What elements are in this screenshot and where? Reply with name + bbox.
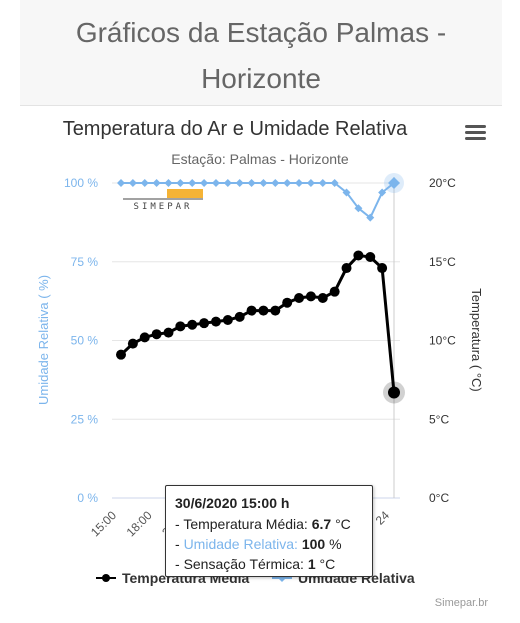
right-tick-label: 5°C (429, 412, 449, 426)
humidity-point[interactable] (152, 179, 161, 187)
temperature-point[interactable] (341, 263, 352, 274)
humidity-point[interactable] (330, 179, 339, 187)
tooltip-feels-value: 1 (307, 556, 316, 572)
humidity-point[interactable] (318, 179, 327, 187)
left-axis-label: Umidade Relativa ( %) (36, 275, 51, 405)
tooltip-temp-unit: °C (335, 516, 351, 532)
tooltip-feels-unit: °C (319, 556, 336, 572)
credits-link[interactable]: Simepar.br (435, 597, 489, 609)
humidity-point[interactable] (388, 177, 400, 189)
tooltip-header: 30/6/2020 15:00 h (175, 495, 290, 511)
temperature-point[interactable] (222, 315, 233, 326)
logo-text: SIMEPAR (134, 202, 193, 212)
chart-title: Temperatura do Ar e Umidade Relativa (63, 118, 408, 140)
right-tick-label: 10°C (429, 334, 456, 348)
humidity-point[interactable] (283, 179, 292, 187)
left-tick-label: 0 % (77, 491, 98, 505)
humidity-point[interactable] (366, 213, 375, 222)
tooltip-hum-unit: % (329, 536, 342, 552)
temperature-point[interactable] (294, 292, 305, 303)
humidity-point[interactable] (200, 179, 209, 187)
temperature-point[interactable] (210, 316, 221, 327)
tooltip-humidity-row: - Umidade Relativa: 100 % (175, 536, 342, 552)
right-tick-label: 20°C (429, 176, 456, 190)
tooltip-temp-value: 6.7 (311, 516, 332, 532)
humidity-point[interactable] (306, 179, 315, 187)
chart-subtitle: Estação: Palmas - Horizonte (171, 151, 349, 167)
left-axis-ticks: 0 % 25 % 50 % 75 % 100 % (64, 176, 98, 505)
temperature-point[interactable] (353, 250, 364, 261)
humidity-point[interactable] (176, 179, 185, 187)
humidity-point[interactable] (271, 179, 280, 187)
right-tick-label: 0°C (429, 491, 449, 505)
grid-lines (112, 182, 400, 499)
humidity-point[interactable] (211, 179, 220, 187)
x-tick-label: 18:00 (124, 508, 155, 539)
tooltip-hum-label: Umidade Relativa: (183, 536, 298, 552)
series-humidity[interactable] (117, 173, 404, 222)
humidity-point[interactable] (354, 204, 363, 213)
temperature-point[interactable] (139, 332, 150, 343)
x-tick-label: 24 (373, 508, 393, 528)
hamburger-menu-icon[interactable] (465, 123, 487, 143)
humidity-point[interactable] (128, 179, 137, 187)
right-tick-label: 15°C (429, 255, 456, 269)
left-tick-label: 100 % (64, 176, 98, 190)
chart-container: Temperatura do Ar e Umidade Relativa Est… (0, 105, 520, 623)
right-axis-ticks: 0°C 5°C 10°C 15°C 20°C (429, 176, 456, 505)
tooltip-temperature-row: - Temperatura Média: 6.7 °C (175, 516, 351, 532)
tooltip: 30/6/2020 15:00 h - Temperatura Média: 6… (165, 485, 373, 577)
temperature-point[interactable] (151, 329, 162, 340)
temperature-point[interactable] (187, 319, 198, 330)
x-tick-label: 15:00 (88, 508, 119, 539)
temperature-point[interactable] (377, 263, 388, 274)
humidity-point[interactable] (342, 188, 351, 197)
humidity-point[interactable] (259, 179, 268, 187)
temperature-point[interactable] (282, 297, 293, 308)
chart-svg: Temperatura do Ar e Umidade Relativa Est… (36, 118, 489, 609)
humidity-line (121, 182, 395, 220)
temperature-point[interactable] (329, 286, 340, 297)
temperature-point[interactable] (365, 252, 376, 263)
temperature-point[interactable] (116, 349, 126, 360)
humidity-point[interactable] (223, 179, 232, 187)
temperature-point[interactable] (258, 305, 269, 316)
right-axis-label: Temperatura ( °C) (469, 288, 484, 391)
tooltip-temp-label: Temperatura Média: (183, 516, 308, 532)
humidity-point[interactable] (295, 179, 304, 187)
temperature-point[interactable] (388, 386, 400, 399)
page-header: Gráficos da Estação Palmas - Horizonte (20, 0, 502, 106)
temperature-point[interactable] (305, 291, 316, 302)
temperature-point[interactable] (175, 321, 186, 332)
series-temperature[interactable] (116, 250, 405, 404)
temperature-point[interactable] (199, 318, 210, 329)
temperature-point[interactable] (163, 327, 174, 338)
left-tick-label: 50 % (71, 334, 99, 348)
humidity-point[interactable] (235, 179, 244, 187)
tooltip-feels-label: Sensação Térmica: (183, 556, 304, 572)
page-title: Gráficos da Estação Palmas - Horizonte (75, 17, 447, 94)
tooltip-hum-value: 100 (301, 536, 326, 552)
temperature-point[interactable] (270, 305, 281, 316)
simepar-logo: SIMEPAR (123, 189, 203, 212)
humidity-point[interactable] (140, 179, 149, 187)
humidity-point[interactable] (117, 179, 125, 187)
left-tick-label: 75 % (71, 255, 99, 269)
tooltip-feels-row: - Sensação Térmica: 1 °C (175, 556, 336, 572)
humidity-point[interactable] (188, 179, 197, 187)
humidity-point[interactable] (378, 188, 387, 197)
temperature-line (119, 253, 396, 393)
temperature-point[interactable] (234, 311, 245, 322)
left-tick-label: 25 % (71, 412, 99, 426)
humidity-point[interactable] (247, 179, 256, 187)
humidity-point[interactable] (164, 179, 173, 187)
temperature-point[interactable] (317, 292, 328, 303)
temperature-point[interactable] (246, 305, 257, 316)
temperature-point[interactable] (127, 338, 138, 349)
